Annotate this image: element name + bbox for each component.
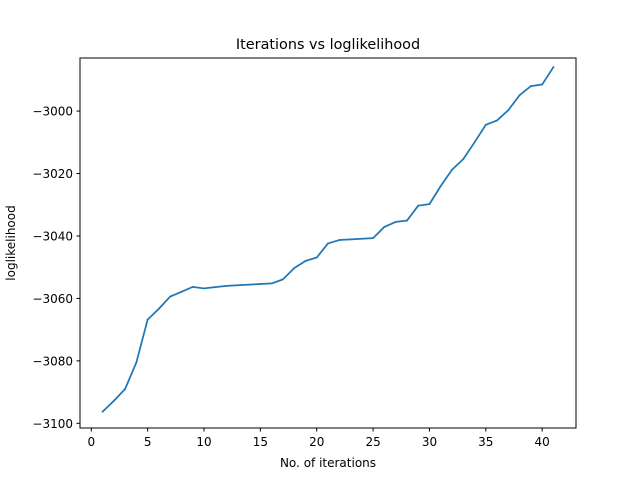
data-point <box>383 226 386 228</box>
data-point <box>225 285 228 287</box>
data-point <box>360 237 363 240</box>
data-point <box>428 203 431 206</box>
data-point <box>406 219 408 222</box>
data-point <box>101 410 104 413</box>
data-point <box>417 204 420 207</box>
data-point <box>327 242 329 245</box>
data-point <box>338 239 341 241</box>
data-point <box>518 94 521 97</box>
x-tick-label: 0 <box>87 435 95 449</box>
y-axis-ticks: −3100 −3080 −3060 −3040 −3020 −3000 <box>32 105 80 431</box>
plot-frame <box>79 57 577 429</box>
y-tick-label: −3080 <box>32 354 73 368</box>
data-point <box>372 237 374 240</box>
series-points <box>101 66 555 413</box>
y-axis-label: loglikelihood <box>4 205 18 280</box>
x-axis-label: No. of iterations <box>280 456 376 470</box>
data-point <box>180 290 183 293</box>
data-point <box>270 282 273 285</box>
y-tick-label: −3020 <box>32 167 73 181</box>
data-point <box>541 83 544 86</box>
data-point <box>259 283 262 285</box>
data-point <box>530 85 532 88</box>
x-tick-label: 20 <box>309 435 324 449</box>
data-point <box>451 168 453 171</box>
x-tick-label: 5 <box>144 435 152 449</box>
data-point <box>169 295 172 298</box>
y-tick-label: −3040 <box>32 229 73 243</box>
x-tick-label: 40 <box>535 435 550 449</box>
data-point <box>315 256 318 259</box>
data-point <box>112 399 115 402</box>
data-point <box>293 267 296 270</box>
x-tick-label: 15 <box>253 435 268 449</box>
data-point <box>214 286 217 289</box>
data-point <box>349 238 352 241</box>
data-point <box>304 260 307 262</box>
data-point <box>462 158 465 161</box>
y-tick-label: −3060 <box>32 292 73 306</box>
data-point <box>191 285 194 288</box>
data-point <box>496 119 498 122</box>
data-point <box>158 307 160 310</box>
x-tick-label: 35 <box>478 435 493 449</box>
chart-title: Iterations vs loglikelihood <box>236 37 420 53</box>
data-point <box>146 318 149 321</box>
data-point <box>439 185 442 187</box>
data-point <box>124 388 126 390</box>
data-point <box>236 284 239 287</box>
data-point <box>484 123 487 126</box>
x-tick-label: 30 <box>422 435 437 449</box>
y-tick-label: −3000 <box>32 105 73 119</box>
x-tick-label: 10 <box>196 435 211 449</box>
data-point <box>507 109 510 112</box>
data-point <box>394 221 397 223</box>
y-tick-label: −3100 <box>32 417 73 431</box>
data-point <box>282 278 284 281</box>
data-point <box>248 283 250 286</box>
data-point <box>203 287 205 290</box>
x-axis-ticks: 0 5 10 15 20 25 30 35 40 <box>87 428 550 449</box>
data-point <box>552 66 555 68</box>
data-point <box>135 361 138 364</box>
data-point <box>473 141 476 144</box>
x-tick-label: 25 <box>365 435 380 449</box>
